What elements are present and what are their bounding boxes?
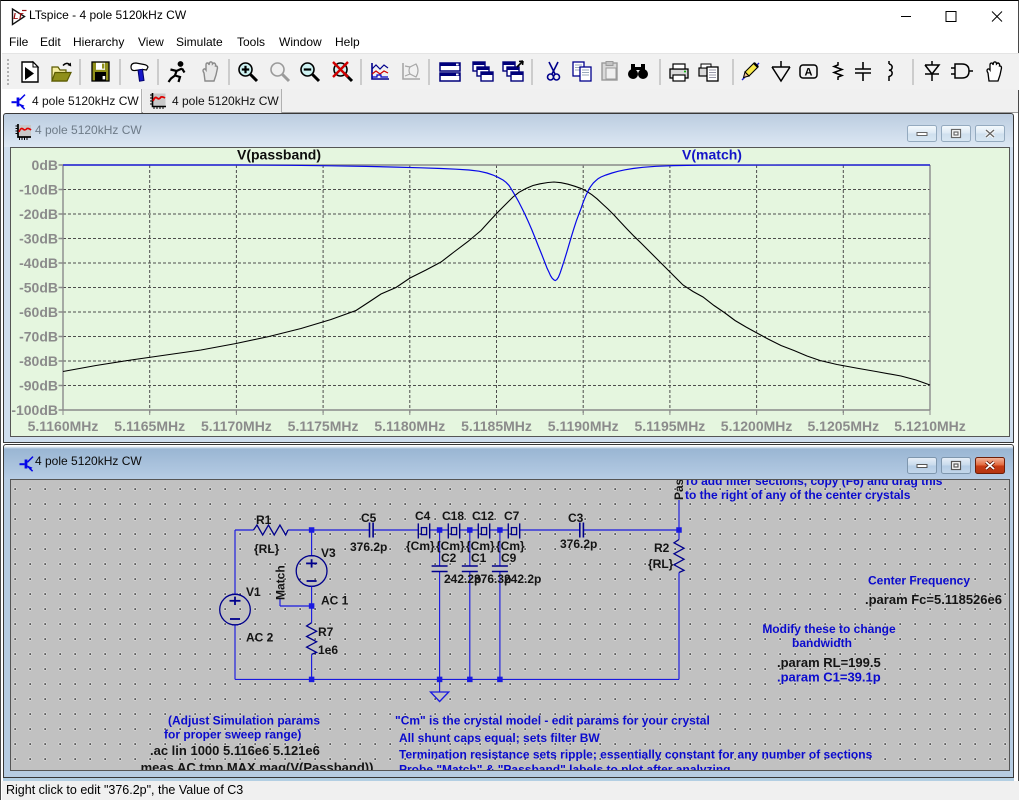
svg-text:5.1165MHz: 5.1165MHz [114,418,185,434]
svg-text:C4: C4 [415,509,431,523]
svg-text:AC 2: AC 2 [246,631,274,645]
svg-text:for proper sweep range): for proper sweep range) [164,728,301,742]
svg-text:0dB: 0dB [32,157,58,173]
svg-text:"Cm" is the crystal model - ed: "Cm" is the crystal model - edit params … [395,714,710,728]
svg-text:R7: R7 [318,625,334,639]
svg-text:-50dB: -50dB [19,280,58,296]
svg-text:Match: Match [274,565,288,600]
svg-text:-100dB: -100dB [11,402,58,418]
svg-text:Modify these to change: Modify these to change [762,622,896,636]
svg-text:.param C1=39.1p: .param C1=39.1p [777,670,881,685]
svg-text:5.1160MHz: 5.1160MHz [28,418,99,434]
svg-text:.param Fc=5.118526e6: .param Fc=5.118526e6 [865,592,1002,607]
svg-text:-60dB: -60dB [19,304,58,320]
svg-text:-30dB: -30dB [19,231,58,247]
svg-text:to the right of any of the cen: to the right of any of the center crysta… [685,488,911,502]
svg-text:5.1205MHz: 5.1205MHz [808,418,880,434]
svg-text:5.1200MHz: 5.1200MHz [721,418,793,434]
svg-text:{RL}: {RL} [648,557,674,571]
svg-text:bandwidth: bandwidth [792,636,852,650]
svg-text:C5: C5 [361,511,377,525]
svg-text:A: A [805,67,813,79]
svg-text:C3: C3 [568,511,584,525]
svg-text:V1: V1 [246,585,261,599]
svg-text:376.2p: 376.2p [350,540,387,554]
svg-text:376.3p: 376.3p [474,572,511,586]
svg-text:5.1210MHz: 5.1210MHz [894,418,966,434]
svg-text:242.2p: 242.2p [504,572,541,586]
svg-text:-20dB: -20dB [19,206,58,222]
svg-text:V3: V3 [321,546,336,560]
svg-text:R2: R2 [654,541,670,555]
svg-text:-90dB: -90dB [19,378,58,394]
svg-text:376.2p: 376.2p [560,537,597,551]
svg-text:Probe "Match" & "Passband" lab: Probe "Match" & "Passband" labels to plo… [399,763,731,771]
svg-text:{Cm}: {Cm} [436,539,465,553]
svg-text:{Cm}: {Cm} [406,539,435,553]
svg-text:.ac lin 1000 5.116e6 5.121e6: .ac lin 1000 5.116e6 5.121e6 [150,743,320,758]
svg-text:R1: R1 [256,513,272,527]
svg-text:AC 1: AC 1 [321,594,349,608]
svg-text:5.1190MHz: 5.1190MHz [548,418,619,434]
svg-text:To add filter sections, copy (: To add filter sections, copy (F6) and dr… [684,480,943,488]
svg-text:-10dB: -10dB [19,182,58,198]
svg-text:C2: C2 [441,551,457,565]
svg-text:C7: C7 [504,509,520,523]
svg-text:{Cm}: {Cm} [496,539,525,553]
svg-text:-40dB: -40dB [19,255,58,271]
svg-text:Termination resistance sets ri: Termination resistance sets ripple; esse… [399,748,873,762]
svg-text:Passband: Passband [672,480,686,500]
svg-text:1e6: 1e6 [318,643,338,657]
svg-text:V(match): V(match) [682,148,742,163]
svg-text:V(passband): V(passband) [237,148,321,163]
svg-text:All shunt caps equal; sets fil: All shunt caps equal; sets filter BW [399,731,600,745]
svg-text:C18: C18 [442,509,464,523]
svg-text:{Cm}: {Cm} [466,539,495,553]
svg-text:-80dB: -80dB [19,353,58,369]
svg-text:5.1170MHz: 5.1170MHz [201,418,272,434]
svg-text:5.1175MHz: 5.1175MHz [288,418,359,434]
svg-text:C1: C1 [471,551,487,565]
svg-text:.meas AC tmp MAX mag(V(Passban: .meas AC tmp MAX mag(V(Passband)) [137,760,373,770]
svg-text:{RL}: {RL} [254,542,280,556]
svg-text:-70dB: -70dB [19,329,58,345]
svg-text:5.1185MHz: 5.1185MHz [461,418,532,434]
svg-text:5.1195MHz: 5.1195MHz [634,418,705,434]
svg-text:5.1180MHz: 5.1180MHz [374,418,445,434]
svg-text:C9: C9 [501,551,517,565]
svg-text:(Adjust Simulation params: (Adjust Simulation params [168,714,320,728]
svg-text:LT: LT [13,11,24,21]
svg-text:C12: C12 [472,509,494,523]
svg-text:242.2p: 242.2p [444,572,481,586]
svg-text:Center Frequency: Center Frequency [868,574,970,588]
svg-text:.param RL=199.5: .param RL=199.5 [777,655,881,670]
